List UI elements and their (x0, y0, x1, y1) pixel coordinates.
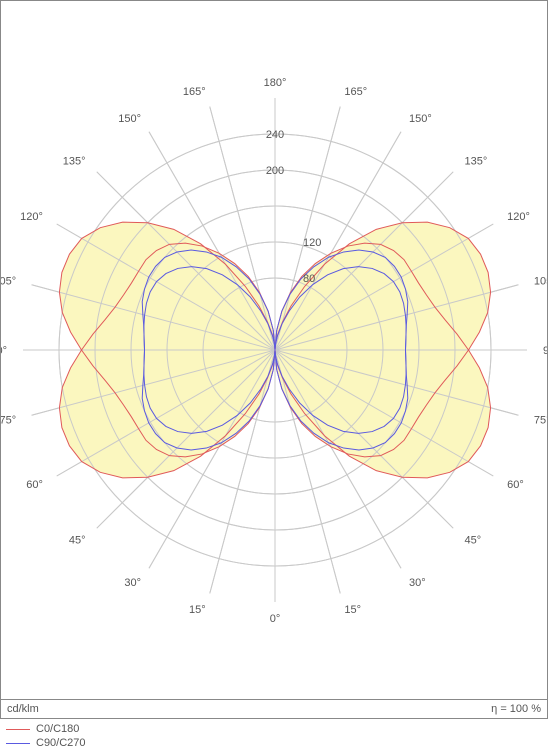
svg-text:75°: 75° (534, 414, 547, 426)
legend-swatch-icon (6, 743, 30, 744)
efficiency-label: η = 100 % (491, 703, 541, 715)
svg-text:120°: 120° (507, 211, 530, 223)
svg-text:60°: 60° (507, 479, 524, 491)
plot-area: 80 120 200 240 0° 15° 15° 30° 30° 45° 45° 60° 60° 75°… (0, 0, 548, 700)
svg-text:90°: 90° (543, 345, 547, 357)
svg-text:45°: 45° (69, 535, 86, 547)
svg-text:105°: 105° (1, 276, 16, 288)
svg-text:120°: 120° (20, 211, 43, 223)
svg-text:15°: 15° (189, 604, 206, 616)
svg-text:180°: 180° (264, 77, 287, 89)
svg-text:150°: 150° (409, 113, 432, 125)
svg-text:105°: 105° (534, 276, 547, 288)
svg-text:45°: 45° (465, 535, 482, 547)
unit-label: cd/klm (7, 703, 39, 715)
svg-text:30°: 30° (409, 577, 426, 589)
svg-text:0°: 0° (270, 613, 281, 625)
svg-text:75°: 75° (1, 414, 16, 426)
legend-label: C0/C180 (36, 723, 79, 735)
svg-text:60°: 60° (26, 479, 43, 491)
svg-text:165°: 165° (344, 86, 367, 98)
legend-item: C0/C180 (6, 722, 86, 736)
svg-text:240: 240 (266, 129, 284, 141)
legend: C0/C180 C90/C270 (6, 722, 86, 750)
svg-text:15°: 15° (344, 604, 361, 616)
svg-text:150°: 150° (118, 113, 141, 125)
legend-label: C90/C270 (36, 737, 86, 749)
legend-swatch-icon (6, 729, 30, 730)
svg-text:135°: 135° (63, 155, 86, 167)
svg-text:165°: 165° (183, 86, 206, 98)
svg-text:120: 120 (303, 237, 321, 249)
svg-text:80: 80 (303, 273, 315, 285)
svg-text:200: 200 (266, 165, 284, 177)
axis-info-bar: cd/klm η = 100 % (0, 699, 548, 719)
polar-chart-svg: 80 120 200 240 0° 15° 15° 30° 30° 45° 45° 60° 60° 75°… (1, 1, 547, 699)
svg-text:30°: 30° (124, 577, 141, 589)
svg-text:135°: 135° (465, 155, 488, 167)
svg-text:90°: 90° (1, 345, 7, 357)
chart-frame: 80 120 200 240 0° 15° 15° 30° 30° 45° 45° 60° 60° 75°… (0, 0, 550, 750)
legend-item: C90/C270 (6, 736, 86, 750)
